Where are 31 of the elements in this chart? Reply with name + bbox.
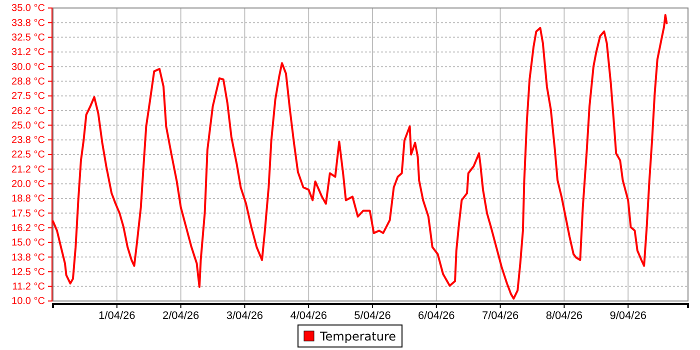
y-tick-label: 26.2 °C xyxy=(12,106,45,117)
y-tick-label: 18.8 °C xyxy=(12,194,45,205)
y-tick-label: 17.5 °C xyxy=(12,208,45,220)
y-tick-label: 10.0 °C xyxy=(12,296,45,308)
x-tick-label: 4/04/26 xyxy=(290,310,327,322)
y-tick-label: 31.2 °C xyxy=(12,47,45,58)
x-tick-label: 6/04/26 xyxy=(418,310,455,322)
y-tick-label: 22.5 °C xyxy=(12,150,45,161)
y-tick-label: 32.5 °C xyxy=(12,32,45,44)
y-tick-label: 15.0 °C xyxy=(12,238,45,249)
y-tick-label: 16.2 °C xyxy=(12,222,45,234)
y-tick-label: 23.8 °C xyxy=(12,135,45,146)
x-tick-label: 2/04/26 xyxy=(162,310,200,322)
y-tick-label: 28.8 °C xyxy=(12,76,45,88)
y-tick-label: 35.0 °C xyxy=(12,3,45,14)
y-tick-label: 27.5 °C xyxy=(12,91,45,102)
x-tick-label: 9/04/26 xyxy=(610,310,646,322)
x-tick-label: 8/04/26 xyxy=(546,310,583,322)
x-tick-label: 3/04/26 xyxy=(226,310,264,322)
x-tick-label: 5/04/26 xyxy=(354,310,391,322)
y-tick-label: 33.8 °C xyxy=(12,18,45,29)
x-tick-label: 1/04/26 xyxy=(98,310,136,322)
legend-label: Temperature xyxy=(318,330,396,344)
y-tick-label: 30.0 °C xyxy=(12,62,45,73)
x-tick-label: 7/04/26 xyxy=(482,310,519,322)
y-tick-label: 20.0 °C xyxy=(12,179,45,190)
y-tick-label: 13.8 °C xyxy=(12,252,45,264)
y-tick-label: 12.5 °C xyxy=(12,266,45,278)
y-tick-label: 11.2 °C xyxy=(12,282,45,293)
y-tick-label: 21.2 °C xyxy=(12,164,45,176)
y-tick-label: 25.0 °C xyxy=(12,120,45,132)
